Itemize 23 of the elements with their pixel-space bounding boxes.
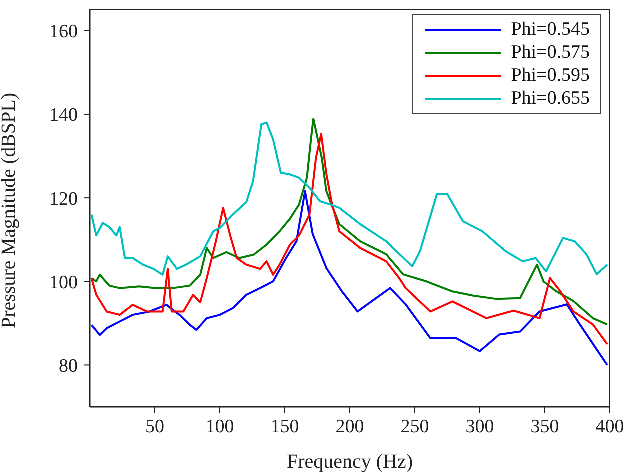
- y-tick-label: 160: [50, 22, 78, 43]
- y-tick-label: 140: [50, 105, 78, 126]
- x-tick-label: 300: [466, 416, 494, 438]
- x-tick-label: 350: [530, 416, 560, 438]
- line-series: [90, 118, 608, 326]
- line-series: [90, 190, 608, 366]
- x-axis-title: Frequency (Hz): [286, 451, 414, 472]
- x-tick-label: 150: [270, 416, 300, 438]
- legend-label: Phi=0.655: [511, 87, 590, 110]
- x-tick-label: 50: [146, 416, 164, 438]
- x-tick-label: 400: [596, 416, 624, 438]
- x-tick-label: 100: [206, 416, 234, 438]
- y-tick-label: 120: [50, 188, 78, 210]
- x-tick-label: 200: [336, 416, 364, 438]
- y-tick-label: 100: [50, 272, 78, 294]
- x-tick-label: 250: [400, 416, 430, 438]
- legend-label: Phi=0.595: [511, 64, 590, 87]
- y-axis-title: Pressure Magnitude (dBSPL): [0, 92, 20, 328]
- line-series: [90, 133, 608, 346]
- line-series: [90, 122, 608, 276]
- y-tick-label: 80: [59, 356, 78, 377]
- legend-label: Phi=0.545: [511, 18, 590, 41]
- legend-label: Phi=0.575: [511, 41, 590, 64]
